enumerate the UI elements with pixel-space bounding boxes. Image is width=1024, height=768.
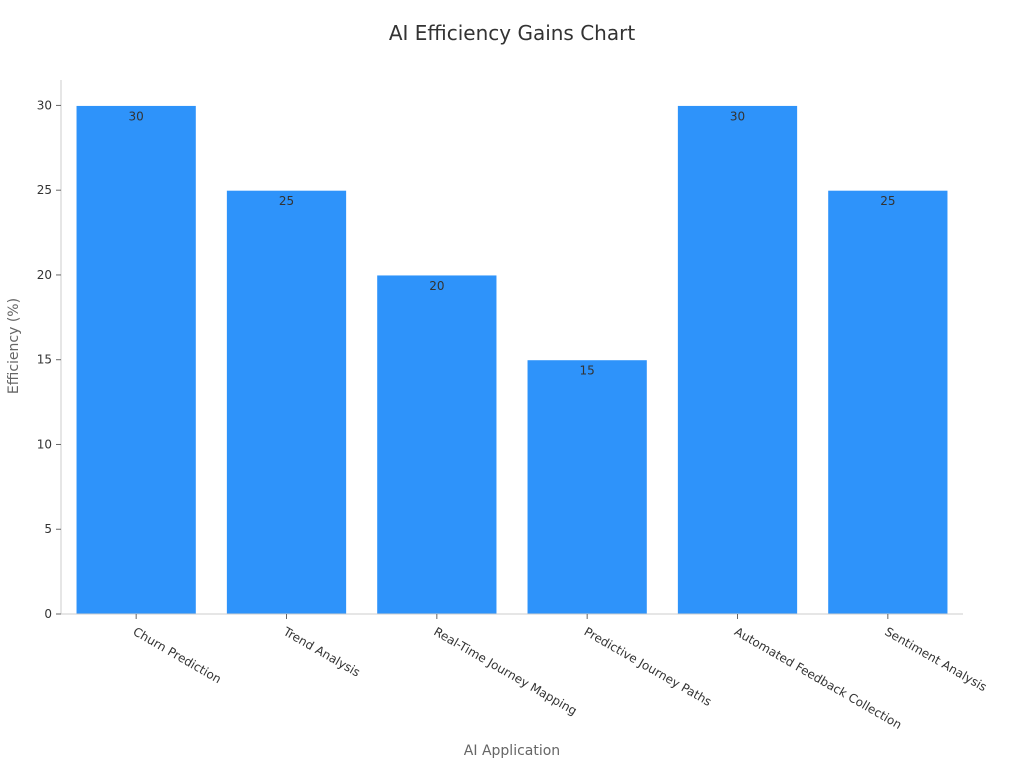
y-tick-label-4: 20 [37,268,52,282]
bar-5 [827,189,949,615]
y-axis: 0 5 10 15 20 25 30 [37,80,62,621]
bar-1 [225,189,348,615]
bar-3 [526,359,648,615]
data-label-1: 25 [279,194,294,208]
x-axis-title: AI Application [464,743,560,759]
data-label-2: 20 [429,279,444,293]
y-axis-title: Efficiency (%) [6,298,22,394]
y-tick-label-2: 10 [37,437,52,451]
y-tick-label-1: 5 [44,522,52,536]
y-tick-label-3: 15 [37,353,52,367]
data-label-0: 30 [129,109,144,123]
x-axis: Churn Prediction Trend Analysis Real-Time … [61,613,989,732]
x-tick-label-2: Real-Time Journey Mapping [431,624,579,718]
data-labels-group: 30 25 20 15 30 25 [129,109,896,377]
x-tick-label-4: Automated Feedback Collection [732,624,904,731]
y-tick-label-5: 25 [37,183,52,197]
bars-group [75,104,949,615]
bar-0 [75,104,197,615]
y-tick-label-6: 30 [37,98,52,112]
data-label-3: 15 [580,364,595,378]
x-tick-label-5: Sentiment Analysis [882,624,989,694]
chart-title: AI Efficiency Gains Chart [389,21,636,45]
bar-2 [376,274,498,615]
data-label-5: 25 [880,194,895,208]
x-tick-label-3: Predictive Journey Paths [582,624,714,708]
x-tick-label-1: Trend Analysis [280,624,362,680]
y-tick-label-0: 0 [44,607,52,621]
data-label-4: 30 [730,109,745,123]
bar-4 [676,104,799,615]
x-tick-label-0: Churn Prediction [131,624,224,686]
